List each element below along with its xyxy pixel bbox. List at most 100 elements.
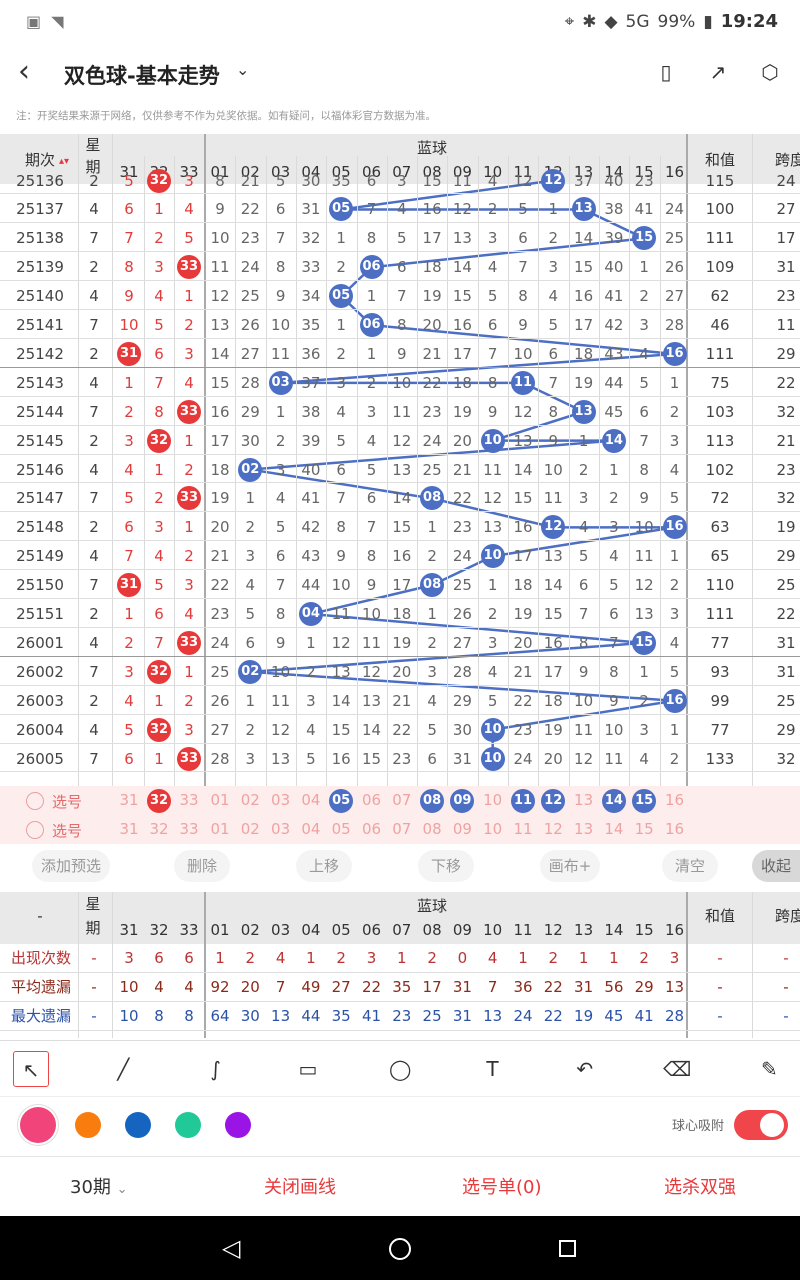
- blue-number[interactable]: 14: [604, 820, 624, 838]
- back-icon[interactable]: ‹: [18, 54, 30, 89]
- blue-miss-cell: 9: [487, 402, 498, 421]
- span-cell: 32: [776, 489, 796, 508]
- text-icon[interactable]: T: [486, 1057, 499, 1081]
- red-number[interactable]: 33: [179, 791, 199, 809]
- red-number[interactable]: 33: [179, 820, 199, 838]
- chevron-down-icon[interactable]: ⌄: [236, 60, 250, 79]
- blue-number[interactable]: 02: [240, 791, 260, 809]
- blue-number[interactable]: 10: [483, 791, 503, 809]
- selected-blue-ball[interactable]: 09: [450, 789, 475, 813]
- line-icon[interactable]: ╱: [117, 1057, 130, 1081]
- selected-red-ball[interactable]: 32: [147, 789, 171, 813]
- span-cell: 22: [776, 605, 796, 624]
- blue-number[interactable]: 09: [452, 820, 472, 838]
- blue-number[interactable]: 03: [271, 791, 291, 809]
- rectangle-icon[interactable]: ▭: [298, 1057, 318, 1081]
- blue-number[interactable]: 10: [483, 820, 503, 838]
- selected-blue-ball[interactable]: 08: [420, 789, 445, 813]
- sort-icon[interactable]: ▴▾: [58, 156, 70, 167]
- blue-number[interactable]: 03: [271, 820, 291, 838]
- red-miss-cell: 3: [154, 518, 164, 537]
- red-number[interactable]: 32: [149, 820, 169, 838]
- settings-icon[interactable]: ⬡: [761, 60, 779, 84]
- color-swatch[interactable]: [225, 1112, 251, 1138]
- blue-number[interactable]: 16: [664, 820, 685, 838]
- blue-number[interactable]: 02: [240, 820, 260, 838]
- red-col-header: 33: [179, 163, 199, 181]
- selected-blue-ball[interactable]: 14: [601, 789, 626, 813]
- red-number[interactable]: 31: [119, 791, 139, 809]
- selected-blue-ball[interactable]: 12: [541, 789, 566, 813]
- nav-recents-icon[interactable]: [559, 1240, 576, 1257]
- blue-number[interactable]: 13: [574, 791, 594, 809]
- blue-miss-cell: 6: [487, 316, 498, 335]
- move-down-button[interactable]: 下移: [418, 850, 474, 882]
- span-cell: 17: [776, 229, 796, 248]
- phone-layout-icon[interactable]: ▯: [660, 60, 672, 84]
- blue-miss-cell: 3: [487, 633, 498, 652]
- blue-number[interactable]: 15: [634, 820, 654, 838]
- color-swatch[interactable]: [175, 1112, 201, 1138]
- chevron-down-icon: ⌄: [116, 1182, 128, 1197]
- blue-miss-cell: 2: [639, 287, 649, 306]
- blue-number[interactable]: 11: [513, 820, 533, 838]
- page-title[interactable]: 双色球-基本走势: [64, 64, 220, 88]
- blue-number[interactable]: 12: [543, 820, 563, 838]
- week-cell: 4: [89, 547, 99, 566]
- blue-number[interactable]: 06: [361, 791, 382, 809]
- select-radio[interactable]: [26, 821, 44, 839]
- nav-back-icon[interactable]: ◁: [222, 1234, 241, 1262]
- color-swatch[interactable]: [20, 1107, 56, 1143]
- red-miss-cell: 7: [124, 229, 134, 248]
- snap-toggle[interactable]: [734, 1110, 788, 1140]
- collapse-button[interactable]: 收起: [752, 850, 800, 882]
- clear-button[interactable]: 清空: [662, 850, 718, 882]
- selected-blue-ball[interactable]: 05: [329, 789, 354, 813]
- curve-icon[interactable]: ∫: [210, 1057, 221, 1081]
- stats-blue-value: 17: [422, 978, 442, 996]
- stats-blue-value: 92: [210, 978, 230, 996]
- blue-miss-cell: 1: [669, 373, 680, 392]
- blue-number[interactable]: 04: [301, 791, 321, 809]
- delete-button[interactable]: 删除: [174, 850, 230, 882]
- period-select[interactable]: 30期 ⌄: [70, 1173, 128, 1199]
- blue-number[interactable]: 01: [210, 791, 230, 809]
- blue-ball: 10: [480, 717, 505, 742]
- blue-number[interactable]: 01: [210, 820, 230, 838]
- broom-icon[interactable]: ✎: [761, 1057, 778, 1081]
- undo-icon[interactable]: ↶: [576, 1057, 594, 1081]
- blue-number[interactable]: 13: [574, 820, 594, 838]
- eraser-icon[interactable]: ⌫: [662, 1057, 692, 1081]
- nav-home-icon[interactable]: [389, 1238, 411, 1260]
- selected-blue-ball[interactable]: 11: [511, 789, 535, 813]
- add-preselect-button[interactable]: 添加预选: [32, 850, 110, 882]
- red-number[interactable]: 31: [119, 820, 139, 838]
- blue-miss-cell: 6: [639, 402, 649, 421]
- period-cell: 26004: [16, 720, 64, 739]
- blue-miss-cell: 15: [543, 605, 563, 624]
- close-lines-button[interactable]: 关闭画线: [264, 1177, 336, 1198]
- move-up-button[interactable]: 上移: [296, 850, 352, 882]
- kill-button[interactable]: 选杀双强: [664, 1177, 736, 1198]
- selection-list-button[interactable]: 选号单(0): [462, 1177, 542, 1198]
- stats-week-dash: -: [91, 949, 97, 967]
- canvas-add-button[interactable]: 画布+: [540, 850, 600, 882]
- blue-miss-cell: 9: [639, 489, 649, 508]
- blue-number[interactable]: 07: [392, 820, 412, 838]
- share-icon[interactable]: ↗: [709, 60, 727, 84]
- select-arrow-icon[interactable]: ↖: [13, 1051, 49, 1087]
- col-period-header[interactable]: 期次: [24, 151, 55, 169]
- selected-blue-ball[interactable]: 15: [632, 789, 657, 813]
- sum-cell: 111: [705, 229, 735, 248]
- select-radio[interactable]: [26, 792, 44, 810]
- circle-icon[interactable]: ◯: [388, 1057, 412, 1081]
- color-swatch[interactable]: [75, 1112, 101, 1138]
- blue-number[interactable]: 05: [331, 820, 351, 838]
- blue-number[interactable]: 16: [664, 791, 685, 809]
- toggle-knob: [760, 1113, 784, 1137]
- blue-number[interactable]: 07: [392, 791, 412, 809]
- blue-number[interactable]: 08: [422, 820, 442, 838]
- blue-number[interactable]: 06: [361, 820, 382, 838]
- color-swatch[interactable]: [125, 1112, 151, 1138]
- blue-number[interactable]: 04: [301, 820, 321, 838]
